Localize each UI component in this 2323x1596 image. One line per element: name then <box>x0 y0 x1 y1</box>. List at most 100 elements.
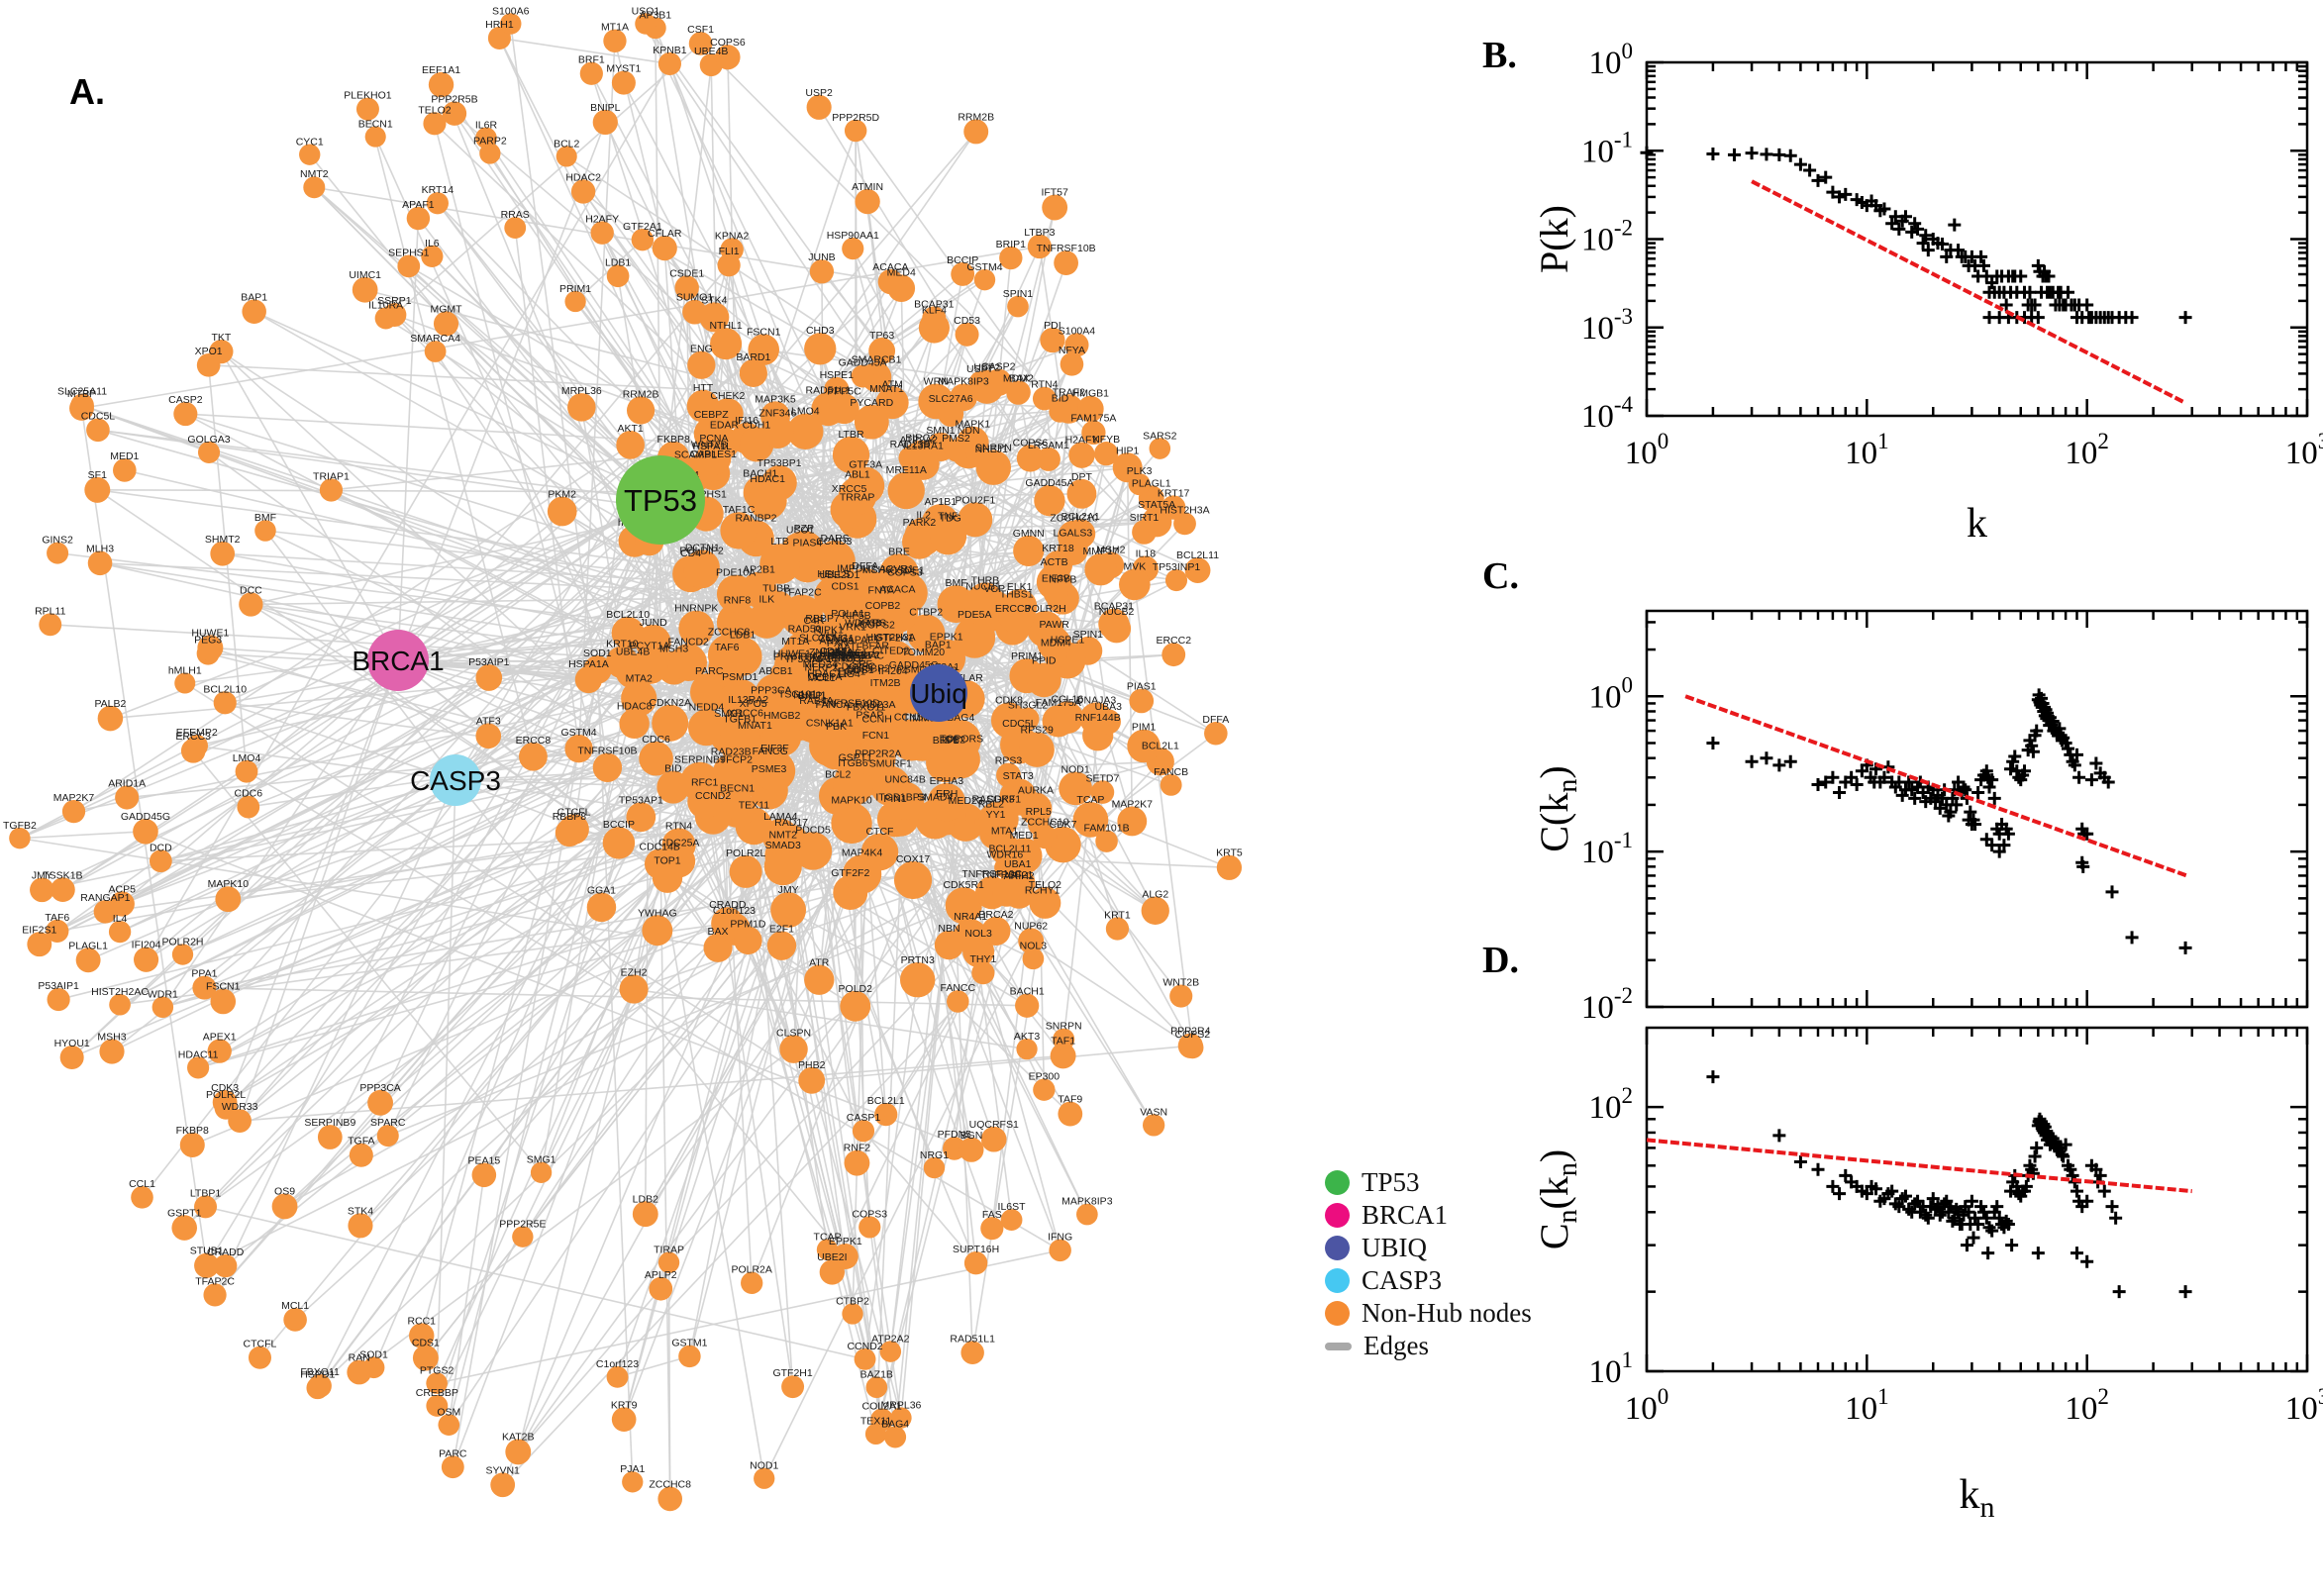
network-node-label: CHD3 <box>806 325 835 337</box>
network-node <box>687 350 716 379</box>
network-node-label: NMT2 <box>300 168 329 180</box>
plot-C-y-axis-title: C(kn) <box>1532 765 1583 851</box>
network-node-label: DCTN1 <box>685 542 720 553</box>
network-node <box>97 705 124 732</box>
network-node-label: BCL2L1 <box>1142 740 1179 751</box>
network-node-label: BRF1 <box>933 735 960 747</box>
network-node-label: NDN <box>958 425 980 437</box>
network-node-label: UBE4B <box>694 46 728 57</box>
network-node-label: CSDE1 <box>890 564 925 576</box>
network-node-label: RAD17 <box>774 817 808 829</box>
data-point <box>1916 237 1930 250</box>
network-edge <box>239 642 655 1122</box>
network-node-label: DFFA <box>852 560 878 572</box>
network-node-label: FSCN1 <box>206 981 241 993</box>
network-node-label: PXN <box>827 638 849 649</box>
network-node-label: SPIN1 <box>1073 629 1104 641</box>
data-point <box>1826 770 1840 784</box>
data-point <box>1745 147 1759 160</box>
network-node-label: MED23 <box>949 795 983 807</box>
network-node-label: FANCB <box>1154 766 1188 778</box>
network-node <box>699 302 730 333</box>
network-node-label: TRAF2 <box>1053 386 1085 398</box>
network-node-label: BID <box>1052 392 1069 404</box>
network-edge <box>667 1262 671 1499</box>
network-node <box>207 1039 232 1063</box>
network-node-label: MSH3 <box>97 1031 126 1043</box>
network-node <box>865 1376 888 1399</box>
network-node-label: MTA2 <box>626 672 653 684</box>
network-edge <box>434 123 975 639</box>
network-node <box>716 574 756 614</box>
network-edge <box>161 659 399 1008</box>
network-node <box>1034 485 1065 517</box>
network-node <box>938 401 964 427</box>
legend-item-brca1: BRCA1 <box>1325 1199 1532 1232</box>
network-node-label: BECN1 <box>358 119 393 131</box>
network-node <box>616 431 645 459</box>
network-node <box>958 502 993 538</box>
network-node <box>999 246 1023 270</box>
network-node-label: SCAMP1 <box>674 449 717 460</box>
data-point <box>2028 298 2042 312</box>
network-node-label: NTHL1 <box>709 320 742 332</box>
network-node <box>855 188 880 215</box>
network-node <box>945 440 967 462</box>
network-node-label: HDAC11 <box>178 1048 219 1060</box>
network-node-label: GTF3A <box>849 459 882 471</box>
network-node <box>964 588 1002 626</box>
network-node <box>652 704 689 742</box>
network-node-label: NMT2 <box>768 830 797 842</box>
data-point <box>1760 148 1773 161</box>
plot-B-frame <box>1645 60 2309 418</box>
network-node-label: SMG1 <box>527 1154 556 1166</box>
network-node <box>46 919 69 944</box>
data-point <box>1977 258 1990 272</box>
data-point <box>1811 1162 1825 1176</box>
network-node-label: ZCCHC8 <box>649 1479 691 1491</box>
network-node-label: HDAC8 <box>617 701 653 713</box>
network-node <box>1040 327 1065 353</box>
plot-C-fit-line <box>1684 694 2188 878</box>
network-edge <box>379 499 661 1104</box>
network-node <box>1216 854 1243 880</box>
network-node <box>720 238 744 261</box>
network-node <box>937 585 975 624</box>
x-tick-label: 100 <box>1625 1384 1669 1427</box>
network-node-label: LTBP1 <box>190 1187 221 1199</box>
data-point <box>1981 1247 1995 1260</box>
network-node <box>438 1414 460 1436</box>
data-point <box>1640 146 1654 159</box>
network-node-label: HIST2H3A <box>1160 504 1209 516</box>
network-node <box>192 975 217 1000</box>
network-node <box>806 94 832 120</box>
network-edge <box>19 830 147 840</box>
network-node-label: RNF8 <box>724 594 752 606</box>
network-node <box>235 759 258 783</box>
data-point <box>1987 791 2001 805</box>
network-edge <box>397 218 420 661</box>
network-edge <box>580 407 765 1479</box>
network-node-label: FKBP8 <box>176 1125 209 1137</box>
network-node-label: COPB2 <box>865 600 901 612</box>
network-node-label: CDH1 <box>743 419 771 431</box>
plot-B-fit-line <box>1751 179 2186 405</box>
network-node <box>943 741 980 779</box>
plot-B-x-axis-title: k <box>1967 501 1987 547</box>
network-node-label: PTGS2 <box>420 1364 454 1376</box>
network-node-label: PRIM1 <box>559 283 591 295</box>
network-node-label: RPS29 <box>1021 725 1054 737</box>
network-edge <box>616 663 864 1378</box>
network-node <box>133 818 158 845</box>
data-point <box>1772 758 1786 772</box>
network-node-label: CCND2 <box>847 1341 882 1352</box>
network-node-label: PIN1 <box>883 793 907 805</box>
network-edge <box>397 659 635 725</box>
data-point <box>1919 229 1933 243</box>
network-node-label: ACP5 <box>109 883 137 895</box>
network-node <box>592 752 623 782</box>
network-node-label: XPO5 <box>740 698 767 710</box>
hub-node-brca1: BRCA1 <box>352 630 445 691</box>
network-node-label: WDR33 <box>222 1101 258 1113</box>
data-point <box>1940 249 1954 263</box>
